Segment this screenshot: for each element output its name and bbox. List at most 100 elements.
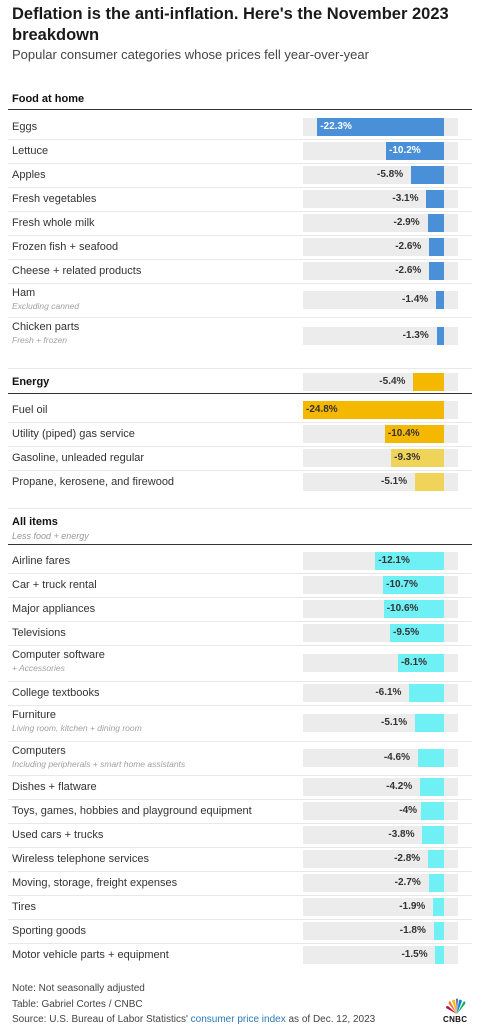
- value-label: -9.3%: [394, 452, 421, 463]
- row-divider: [8, 235, 472, 236]
- value-label: -12.1%: [378, 555, 410, 566]
- bar-chart_data.groups.1.rows.3.display: [415, 473, 444, 491]
- value-label: -2.6%: [395, 265, 422, 276]
- row-label: Major appliances: [12, 603, 96, 615]
- bar-chart_data.groups.0.rows.2.display: [411, 166, 444, 184]
- row-label: Dishes + flatware: [12, 781, 97, 793]
- bar-track: [303, 214, 458, 232]
- row-divider: [8, 775, 472, 776]
- value-label: -2.8%: [394, 853, 421, 864]
- row-label: Computers: [12, 745, 66, 757]
- footnote: Note: Not seasonally adjusted: [12, 983, 145, 994]
- row-divider: [8, 681, 472, 682]
- value-label: -10.6%: [386, 603, 419, 614]
- bar-chart_data.groups.2.rows.7.display: [417, 749, 444, 767]
- chart-title: Deflation is the anti-inflation. Here's …: [12, 5, 449, 44]
- section-header: All items: [12, 516, 58, 528]
- row-divider: [8, 470, 472, 471]
- bar-track: [303, 922, 458, 940]
- row-label: Wireless telephone services: [12, 853, 149, 865]
- bar-chart_data.groups.1.rows.1.display: [384, 425, 444, 443]
- row-divider: [8, 645, 472, 646]
- value-label: -5.8%: [377, 169, 404, 180]
- row-divider: [8, 943, 472, 944]
- section-divider: [8, 508, 472, 509]
- value-label: -2.7%: [394, 877, 421, 888]
- table-credit: Table: Gabriel Cortes / CNBC: [12, 999, 143, 1010]
- bar-track: [303, 946, 458, 964]
- row-divider: [8, 283, 472, 284]
- bar-chart_data.groups.2.rows.10.display: [422, 826, 444, 844]
- bar-chart_data.groups.0.rows.4.display: [427, 214, 444, 232]
- bar-track: [303, 238, 458, 256]
- row-label: Airline fares: [12, 555, 71, 567]
- row-divider: [8, 187, 472, 188]
- row-label: Tires: [12, 901, 37, 913]
- row-sublabel: Including peripherals + smart home assis…: [12, 759, 186, 769]
- bar-chart_data.groups.2.rows.9.display: [421, 802, 444, 820]
- row-label: Sporting goods: [12, 925, 86, 937]
- bar-track: [303, 778, 458, 796]
- value-label: -24.8%: [306, 404, 338, 415]
- bar-track: [303, 190, 458, 208]
- bar-track: [303, 898, 458, 916]
- row-divider: [8, 211, 472, 212]
- value-label: -4%: [399, 805, 418, 816]
- row-divider: [8, 317, 472, 318]
- row-label: Chicken parts: [12, 321, 80, 333]
- bar-chart_data.groups.0.rows.8.display: [436, 327, 444, 345]
- bar-track: [303, 802, 458, 820]
- section-header: Food at home: [12, 93, 85, 105]
- row-divider: [8, 259, 472, 260]
- row-divider: [8, 871, 472, 872]
- source-link[interactable]: consumer price index: [190, 1014, 286, 1025]
- bar-chart_data.groups.0.rows.5.display: [429, 238, 444, 256]
- value-label: -4.2%: [386, 781, 413, 792]
- cnbc-logo: CNBC: [440, 998, 474, 1024]
- row-sublabel: Fresh + frozen: [12, 335, 68, 345]
- value-label: -1.4%: [402, 294, 429, 305]
- bar-chart_data.groups.0.rows.6.display: [429, 262, 444, 280]
- row-divider: [8, 895, 472, 896]
- value-label: -10.4%: [387, 428, 420, 439]
- row-label: Used cars + trucks: [12, 829, 104, 841]
- row-label: Ham: [12, 287, 36, 299]
- value-label: -9.5%: [392, 627, 420, 638]
- row-divider: [8, 597, 472, 598]
- value-label: -6.1%: [375, 687, 402, 698]
- value-label: -4.6%: [383, 752, 410, 763]
- row-divider: [8, 741, 472, 742]
- bar-chart_data.groups.0.rows.7.display: [436, 291, 444, 309]
- row-divider: [8, 847, 472, 848]
- value-label: -5.4%: [379, 376, 406, 387]
- bar-chart_data.groups.1.rows.2.display: [391, 449, 444, 467]
- row-label: Fresh vegetables: [12, 193, 97, 205]
- row-label: Cheese + related products: [12, 265, 142, 277]
- row-label: Moving, storage, freight expenses: [12, 877, 178, 889]
- section-divider: [8, 368, 472, 369]
- source-prefix: Source: U.S. Bureau of Labor Statistics': [12, 1014, 188, 1025]
- bar-chart_data.groups.0.rows.0.display: [317, 118, 444, 136]
- value-label: -1.8%: [399, 925, 426, 936]
- bar-chart_data.groups.2.rows.2.display: [383, 600, 444, 618]
- section-header: Energy: [12, 376, 50, 388]
- bar-chart_data.groups.2.rows.4.display: [397, 654, 444, 672]
- source-line: Source: U.S. Bureau of Labor Statistics'…: [12, 1014, 375, 1025]
- bar-chart_data.groups.0.rows.3.display: [426, 190, 444, 208]
- bar-chart_data.groups.1.total.display: [413, 373, 444, 391]
- bar-chart_data.groups.2.rows.3.display: [389, 624, 444, 642]
- row-divider: [8, 919, 472, 920]
- row-label: Utility (piped) gas service: [12, 428, 135, 440]
- row-divider: [8, 422, 472, 423]
- row-label: Eggs: [12, 121, 38, 133]
- row-label: Computer software: [12, 649, 105, 661]
- bar-chart_data.groups.2.rows.6.display: [415, 714, 444, 732]
- bar-track: [303, 850, 458, 868]
- value-label: -5.1%: [381, 476, 408, 487]
- row-label: Toys, games, hobbies and playground equi…: [12, 805, 252, 817]
- value-label: -1.5%: [401, 949, 428, 960]
- bar-chart_data.groups.2.rows.12.display: [428, 874, 444, 892]
- source-suffix: as of Dec. 12, 2023: [288, 1014, 376, 1025]
- row-label: Furniture: [12, 709, 57, 721]
- value-label: -3.1%: [392, 193, 419, 204]
